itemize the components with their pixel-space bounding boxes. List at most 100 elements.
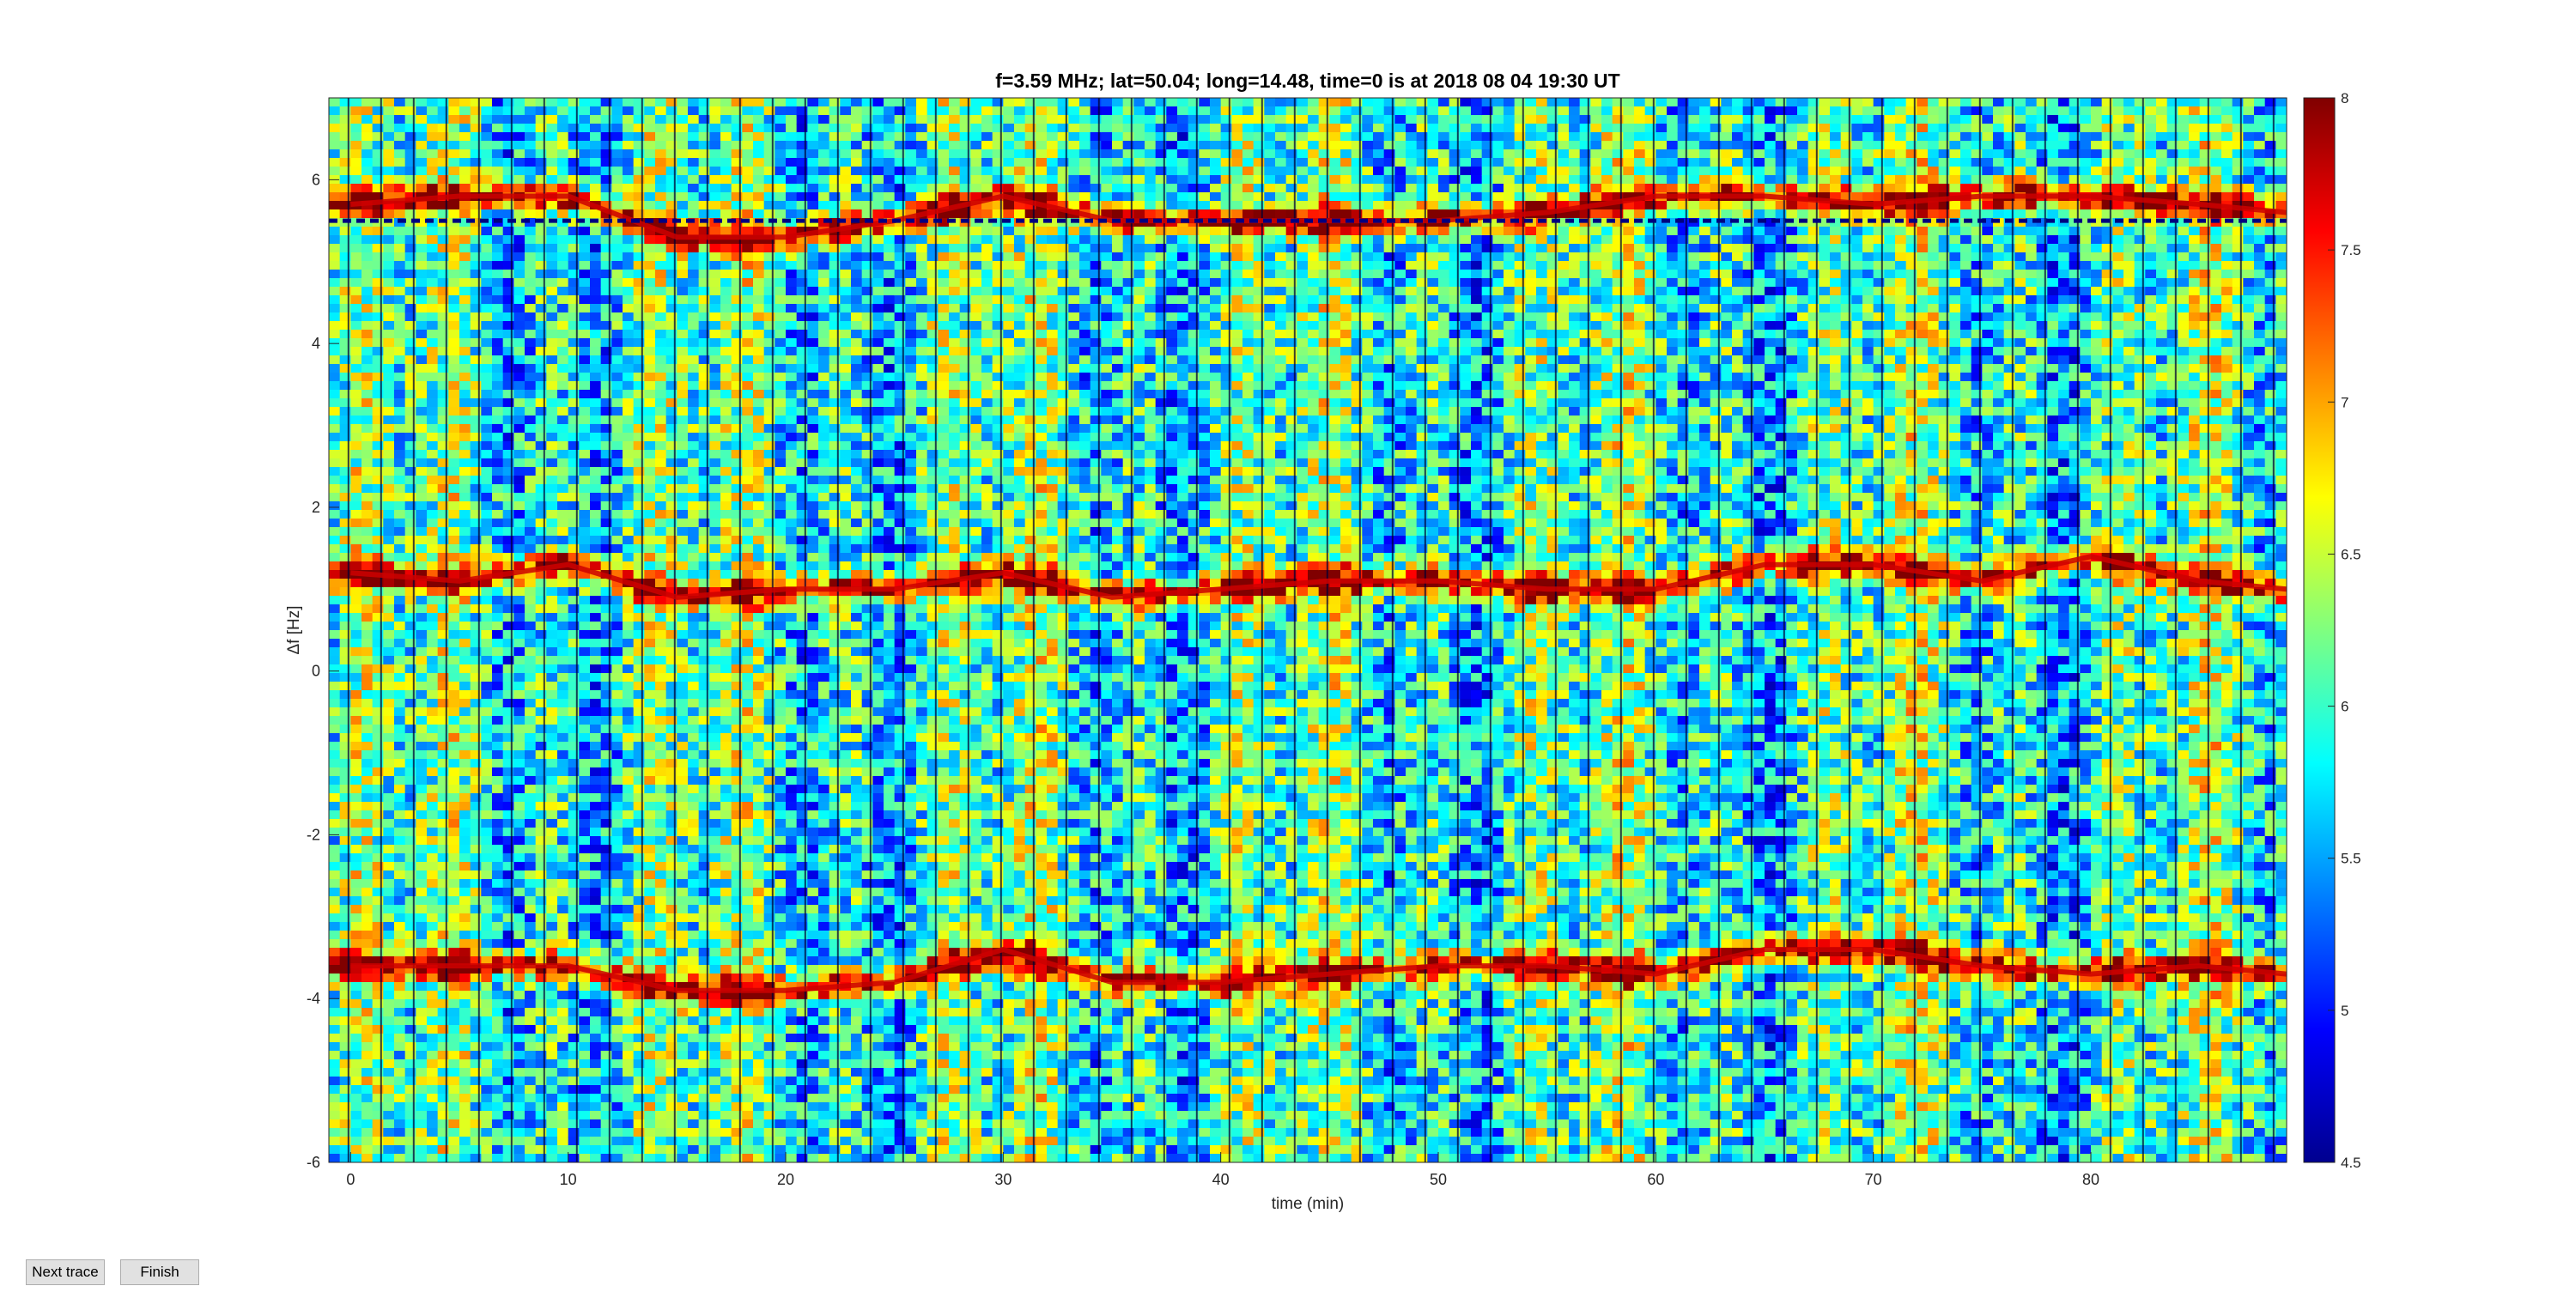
heatmap-cell — [502, 433, 514, 442]
heatmap-cell — [611, 999, 623, 1009]
heatmap-cell — [481, 682, 493, 691]
heatmap-cell — [720, 1094, 732, 1103]
heatmap-cell — [665, 570, 677, 579]
heatmap-cell — [470, 931, 482, 940]
heatmap-cell — [339, 295, 351, 305]
heatmap-cell — [329, 544, 341, 554]
heatmap-cell — [655, 416, 667, 425]
heatmap-cell — [372, 467, 384, 476]
heatmap-cell — [535, 570, 547, 579]
heatmap-cell — [372, 682, 384, 691]
heatmap-cell — [611, 776, 623, 786]
heatmap-cell — [448, 604, 460, 614]
heatmap-cell — [568, 716, 580, 725]
heatmap-cell — [513, 424, 526, 434]
heatmap-cell — [742, 879, 754, 889]
heatmap-cell — [742, 725, 754, 734]
heatmap-cell — [427, 330, 439, 339]
heatmap-cell — [611, 1042, 623, 1052]
heatmap-cell — [633, 639, 645, 648]
heatmap-cell — [339, 424, 351, 434]
heatmap-cell — [590, 338, 602, 348]
heatmap-cell — [753, 209, 765, 219]
heatmap-cell — [720, 828, 732, 837]
heatmap-cell — [720, 1051, 732, 1060]
heatmap-cell — [568, 1016, 580, 1026]
heatmap-cell — [459, 793, 471, 803]
heatmap-cell — [470, 227, 482, 236]
heatmap-cell — [329, 270, 341, 279]
heatmap-cell — [742, 416, 754, 425]
heatmap-cell — [611, 819, 623, 828]
heatmap-cell — [427, 725, 439, 734]
heatmap-cell — [568, 398, 580, 408]
heatmap-cell — [427, 862, 439, 871]
heatmap-cell — [644, 355, 656, 365]
heatmap-cell — [350, 347, 362, 356]
heatmap-cell — [698, 467, 710, 476]
heatmap-cell — [557, 939, 569, 949]
heatmap-cell — [459, 227, 471, 236]
heatmap-cell — [731, 1119, 743, 1129]
heatmap-cell — [611, 1137, 623, 1146]
heatmap-cell — [557, 347, 569, 356]
heatmap-cell — [394, 836, 406, 846]
heatmap-cell — [546, 725, 558, 734]
heatmap-cell — [698, 785, 710, 794]
heatmap-cell — [590, 1094, 602, 1103]
heatmap-cell — [600, 1034, 612, 1043]
heatmap-cell — [644, 879, 656, 889]
heatmap-cell — [513, 604, 526, 614]
heatmap-cell — [590, 922, 602, 931]
heatmap-cell — [709, 853, 721, 863]
heatmap-cell — [698, 244, 710, 253]
heatmap-cell — [416, 458, 428, 468]
heatmap-cell — [590, 982, 602, 992]
heatmap-cell — [437, 810, 449, 820]
heatmap-cell — [611, 922, 623, 931]
heatmap-cell — [502, 1068, 514, 1077]
heatmap-cell — [677, 888, 689, 897]
heatmap-cell — [513, 905, 526, 914]
heatmap-cell — [394, 1034, 406, 1043]
heatmap-cell — [611, 579, 623, 588]
heatmap-cell — [590, 690, 602, 700]
heatmap-cell — [753, 141, 765, 150]
heatmap-cell — [350, 124, 362, 133]
heatmap-cell — [502, 974, 514, 983]
heatmap-cell — [753, 304, 765, 313]
heatmap-cell — [677, 974, 689, 983]
heatmap-cell — [492, 1034, 504, 1043]
heatmap-cell — [427, 639, 439, 648]
heatmap-cell — [502, 785, 514, 794]
heatmap-cell — [427, 793, 439, 803]
heatmap-cell — [698, 132, 710, 142]
heatmap-cell — [492, 939, 504, 949]
heatmap-cell — [753, 673, 765, 682]
heatmap-cell — [481, 312, 493, 322]
heatmap-cell — [383, 716, 395, 725]
heatmap-cell — [470, 845, 482, 854]
heatmap-cell — [753, 699, 765, 708]
heatmap-cell — [427, 416, 439, 425]
heatmap-cell — [383, 862, 395, 871]
heatmap-cell — [502, 270, 514, 279]
heatmap-cell — [513, 98, 526, 107]
heatmap-cell — [383, 132, 395, 142]
heatmap-cell — [427, 931, 439, 940]
heatmap-cell — [579, 458, 591, 468]
heatmap-cell — [546, 810, 558, 820]
heatmap-cell — [677, 1059, 689, 1069]
heatmap-cell — [677, 870, 689, 880]
heatmap-cell — [655, 802, 667, 811]
heatmap-cell — [546, 433, 558, 442]
heatmap-cell — [525, 767, 537, 777]
heatmap-cell — [329, 965, 341, 974]
heatmap-cell — [525, 390, 537, 399]
heatmap-cell — [394, 149, 406, 159]
heatmap-cell — [437, 879, 449, 889]
heatmap-cell — [698, 106, 710, 116]
heatmap-cell — [339, 1068, 351, 1077]
heatmap-cell — [742, 381, 754, 391]
heatmap-cell — [557, 106, 569, 116]
